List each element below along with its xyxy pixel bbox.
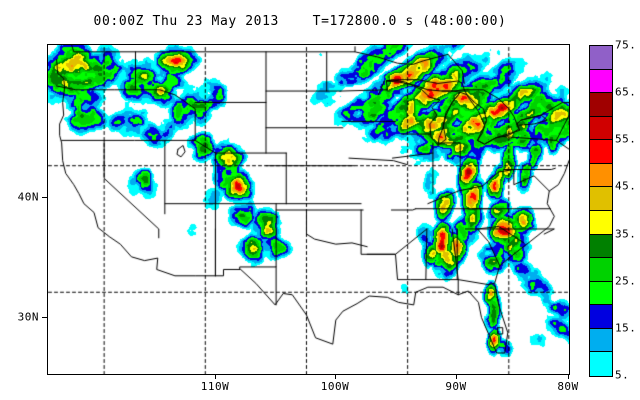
colorbar-segment <box>590 93 612 117</box>
colorbar-segment <box>590 305 612 329</box>
colorbar-tick-label: 45. <box>615 179 637 193</box>
colorbar-segment <box>590 352 612 376</box>
x-axis-tick <box>215 374 216 379</box>
y-axis-label: 30N <box>17 310 39 324</box>
colorbar <box>589 45 613 377</box>
figure-title: 00:00Z Thu 23 May 2013 T=172800.0 s (48:… <box>93 14 507 29</box>
colorbar-tick-label: 65. <box>615 85 637 99</box>
colorbar-tick-label: 75. <box>615 38 637 52</box>
colorbar-tick-label: 35. <box>615 227 637 241</box>
map-plot-area <box>47 44 570 375</box>
colorbar-segment <box>590 234 612 259</box>
colorbar-tick-label: 55. <box>615 132 637 146</box>
colorbar-segment <box>590 46 612 70</box>
colorbar-tick-label: 5. <box>615 368 630 382</box>
colorbar-segment <box>590 140 612 164</box>
x-axis-label: 90W <box>445 380 467 393</box>
x-axis-tick <box>568 374 569 379</box>
colorbar-segment <box>590 69 612 94</box>
x-axis-label: 80W <box>557 380 579 393</box>
reflectivity-map-canvas <box>48 45 569 374</box>
y-axis-label: 40N <box>17 190 39 204</box>
colorbar-segment <box>590 163 612 188</box>
x-axis-tick <box>335 374 336 379</box>
x-axis-label: 110W <box>200 380 230 393</box>
y-axis-tick <box>42 317 47 318</box>
colorbar-segment <box>590 258 612 282</box>
colorbar-segment <box>590 281 612 306</box>
colorbar-tick-label: 25. <box>615 274 637 288</box>
x-axis-label: 100W <box>320 380 350 393</box>
colorbar-segment <box>590 116 612 141</box>
colorbar-segment <box>590 328 612 353</box>
x-axis-tick <box>456 374 457 379</box>
colorbar-segment <box>590 210 612 235</box>
y-axis-tick <box>42 197 47 198</box>
colorbar-tick-label: 15. <box>615 321 637 335</box>
colorbar-segment <box>590 187 612 211</box>
